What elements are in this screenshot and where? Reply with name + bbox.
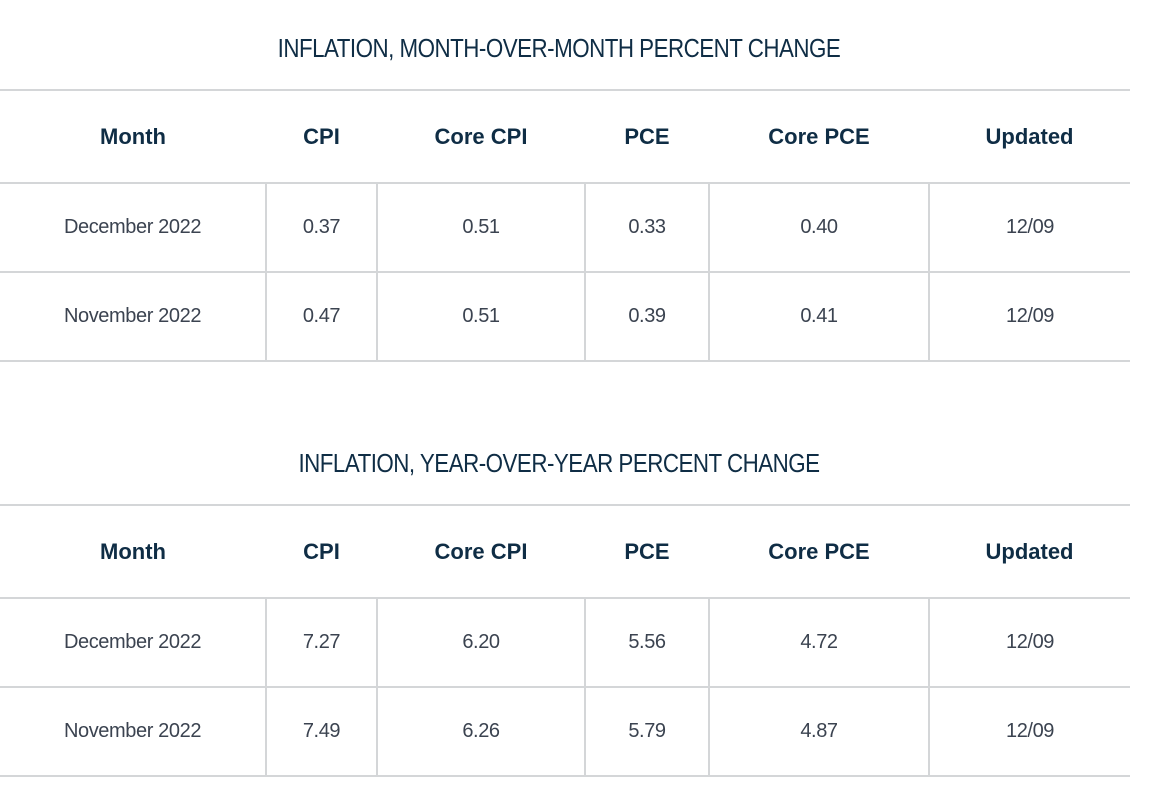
column-header-core-cpi: Core CPI	[377, 505, 585, 599]
cell-cpi: 7.49	[265, 687, 377, 777]
cell-core-pce: 4.87	[708, 687, 929, 777]
cell-core-cpi: 0.51	[376, 272, 585, 362]
cell-updated: 12/09	[928, 272, 1130, 362]
cell-pce: 0.39	[584, 272, 709, 362]
mom-inflation-table: Month CPI Core CPI PCE Core PCE Updated …	[0, 89, 1130, 362]
cell-core-cpi: 6.20	[376, 598, 585, 688]
cell-core-pce: 0.41	[708, 272, 929, 362]
table-header-row: Month CPI Core CPI PCE Core PCE Updated	[0, 505, 1130, 599]
column-header-core-cpi: Core CPI	[377, 90, 585, 184]
column-header-month: Month	[0, 90, 266, 184]
cell-pce: 0.33	[584, 183, 709, 273]
table-row: December 2022 0.37 0.51 0.33 0.40 12/09	[0, 183, 1130, 273]
column-header-pce: PCE	[585, 505, 709, 599]
cell-cpi: 0.47	[265, 272, 377, 362]
cell-updated: 12/09	[928, 183, 1130, 273]
cell-pce: 5.56	[584, 598, 709, 688]
cell-updated: 12/09	[928, 598, 1130, 688]
table-header-row: Month CPI Core CPI PCE Core PCE Updated	[0, 90, 1130, 184]
column-header-pce: PCE	[585, 90, 709, 184]
column-header-cpi: CPI	[266, 90, 377, 184]
mom-table-title: INFLATION, MONTH-OVER-MONTH PERCENT CHAN…	[277, 33, 841, 63]
column-header-core-pce: Core PCE	[709, 505, 929, 599]
cell-core-pce: 0.40	[708, 183, 929, 273]
cell-cpi: 0.37	[265, 183, 377, 273]
mom-inflation-section: INFLATION, MONTH-OVER-MONTH PERCENT CHAN…	[0, 0, 1130, 362]
cell-core-pce: 4.72	[708, 598, 929, 688]
table-row: December 2022 7.27 6.20 5.56 4.72 12/09	[0, 598, 1130, 688]
column-header-month: Month	[0, 505, 266, 599]
cell-pce: 5.79	[584, 687, 709, 777]
cell-month: November 2022	[0, 687, 266, 777]
cell-core-cpi: 0.51	[376, 183, 585, 273]
yoy-inflation-section: INFLATION, YEAR-OVER-YEAR PERCENT CHANGE…	[0, 415, 1130, 777]
cell-month: December 2022	[0, 598, 266, 688]
yoy-table-title: INFLATION, YEAR-OVER-YEAR PERCENT CHANGE	[298, 448, 820, 478]
cell-month: November 2022	[0, 272, 266, 362]
cell-cpi: 7.27	[265, 598, 377, 688]
column-header-cpi: CPI	[266, 505, 377, 599]
table-row: November 2022 7.49 6.26 5.79 4.87 12/09	[0, 687, 1130, 777]
cell-updated: 12/09	[928, 687, 1130, 777]
cell-month: December 2022	[0, 183, 266, 273]
table-row: November 2022 0.47 0.51 0.39 0.41 12/09	[0, 272, 1130, 362]
column-header-updated: Updated	[929, 90, 1130, 184]
cell-core-cpi: 6.26	[376, 687, 585, 777]
column-header-updated: Updated	[929, 505, 1130, 599]
yoy-inflation-table: Month CPI Core CPI PCE Core PCE Updated …	[0, 504, 1130, 777]
column-header-core-pce: Core PCE	[709, 90, 929, 184]
